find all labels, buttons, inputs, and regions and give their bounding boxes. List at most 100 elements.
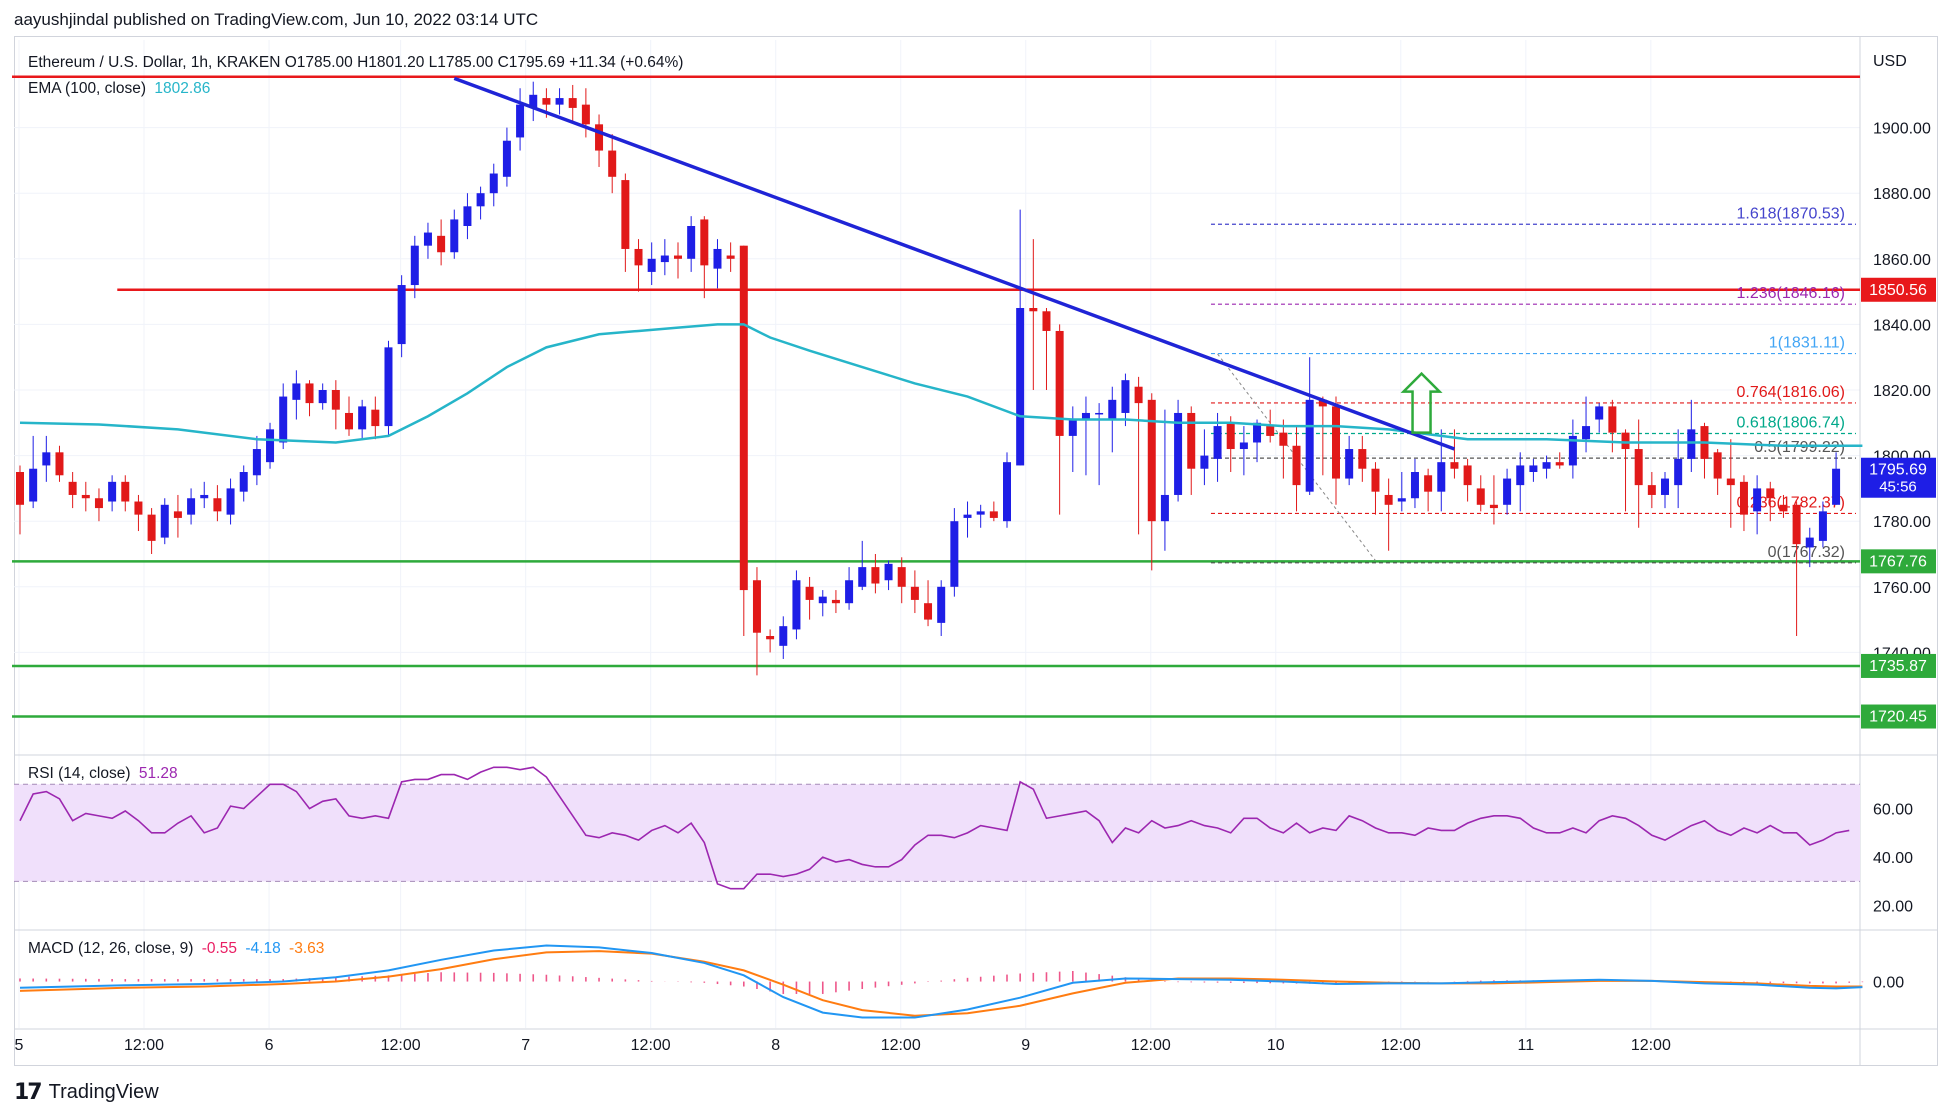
candle-body-down xyxy=(134,501,143,515)
candle-body-up xyxy=(529,94,538,108)
candle-body-down xyxy=(55,452,64,476)
candle-body-up xyxy=(937,586,946,623)
candle-body-down xyxy=(81,494,90,499)
tradingview-logo-icon: 17 xyxy=(14,1080,43,1105)
candle-body-down xyxy=(1358,449,1367,469)
candle-body-down xyxy=(213,498,222,512)
fib-level-label: 0.5(1799.22) xyxy=(1754,439,1845,456)
price-tick-label: 1900.00 xyxy=(1873,121,1931,138)
price-tag-box xyxy=(1861,704,1936,729)
candle-body-up xyxy=(463,206,472,226)
candle-body-down xyxy=(989,511,998,518)
price-tick-label: 1880.00 xyxy=(1873,186,1931,203)
fib-level-label: 0.764(1816.06) xyxy=(1736,384,1845,401)
time-tick-label: 10 xyxy=(1267,1037,1285,1054)
candle-body-up xyxy=(160,504,169,538)
candle-body-up xyxy=(1437,462,1446,492)
candle-body-up xyxy=(42,452,51,466)
candle-body-down xyxy=(345,412,353,430)
candle-body-up xyxy=(660,255,669,263)
candle-body-up xyxy=(1818,511,1827,541)
macd-signal-line xyxy=(19,950,1863,1017)
candle-body-up xyxy=(1160,494,1169,522)
macd-hist-value: -0.55 xyxy=(201,940,238,957)
candle-body-up xyxy=(226,488,235,515)
candle-body-down xyxy=(621,180,630,249)
candle-body-down xyxy=(700,219,709,266)
candle-body-down xyxy=(1779,504,1788,512)
rsi-tick-label: 60.00 xyxy=(1873,802,1913,819)
candle-body-up xyxy=(1108,399,1117,420)
price-tag-label: 1795.69 xyxy=(1869,462,1927,479)
candle-body-up xyxy=(963,514,972,518)
fibonacci-levels: 1.618(1870.53) 1.236(1846.16) 1(1831.11) 0.… xyxy=(1210,205,1856,564)
candle-body-up xyxy=(1832,468,1841,505)
candle-body-up xyxy=(1410,472,1419,499)
time-tick-label: 12:00 xyxy=(1131,1037,1171,1054)
time-tick-label: 12:00 xyxy=(631,1037,671,1054)
ema-line xyxy=(19,323,1863,448)
price-tag-box xyxy=(1861,457,1936,498)
candle-body-down xyxy=(766,636,775,640)
rsi-tick-label: 40.00 xyxy=(1873,850,1913,867)
candle-body-down xyxy=(331,390,340,410)
candle-body-down xyxy=(1292,445,1301,486)
candle-body-down xyxy=(1608,406,1617,433)
currency-label: USD xyxy=(1873,53,1907,70)
candle-body-up xyxy=(1121,380,1130,413)
macd-tick-label: 0.00 xyxy=(1873,975,1904,992)
candle-body-up xyxy=(884,563,893,581)
candle-body-down xyxy=(1371,468,1380,492)
ema-value: 1802.86 xyxy=(154,80,211,97)
symbol-legend: Ethereum / U.S. Dollar, 1h, KRAKEN O1785… xyxy=(28,54,683,72)
countdown-label: 45:56 xyxy=(1879,479,1917,496)
candle-body-up xyxy=(1213,426,1222,459)
candle-body-up xyxy=(858,567,867,587)
candle-body-up xyxy=(410,245,419,286)
candle-body-up xyxy=(200,494,209,499)
candle-body-up xyxy=(845,580,854,604)
price-tag-box xyxy=(1861,277,1936,302)
candle-body-down xyxy=(924,603,933,620)
horizontal-levels xyxy=(12,75,1860,718)
time-tick-label: 8 xyxy=(771,1037,780,1054)
candle-body-up xyxy=(1687,429,1696,459)
candle-body-up xyxy=(713,248,722,269)
macd-line-value: -4.18 xyxy=(245,940,281,957)
candle-body-up xyxy=(1200,455,1209,469)
fib-level-label: 0(1767.32) xyxy=(1768,544,1845,561)
candle-body-up xyxy=(108,481,117,502)
candle-body-down xyxy=(1279,432,1288,446)
rsi-line xyxy=(19,766,1850,890)
rsi-tick-label: 20.00 xyxy=(1873,899,1913,916)
candle-body-down xyxy=(542,98,551,105)
candle-body-up xyxy=(279,396,288,443)
time-tick-label: 9 xyxy=(1021,1037,1030,1054)
candle-body-up xyxy=(1016,308,1025,466)
candle-body-down xyxy=(1055,330,1064,436)
candle-body-up xyxy=(397,285,406,345)
candle-body-down xyxy=(674,255,682,259)
candle-body-up xyxy=(318,390,327,404)
candle-body-down xyxy=(94,498,103,509)
candle-body-down xyxy=(608,150,617,177)
price-tick-label: 1820.00 xyxy=(1873,383,1931,400)
candle-body-down xyxy=(1424,475,1433,492)
candle-body-down xyxy=(16,472,24,505)
candle-body-up xyxy=(647,258,656,272)
candle-body-up xyxy=(976,511,985,515)
candle-body-up xyxy=(1095,412,1104,415)
candle-body-down xyxy=(1318,399,1327,407)
candle-body-down xyxy=(739,245,748,591)
candle-body-down xyxy=(1042,311,1051,331)
price-tick-label: 1760.00 xyxy=(1873,580,1931,597)
candle-body-up xyxy=(1305,399,1314,492)
candle-body-down xyxy=(1766,488,1775,499)
macd-signal-value: -3.63 xyxy=(289,940,325,957)
candle-body-down xyxy=(1029,308,1038,312)
price-tag-label: 1735.87 xyxy=(1869,658,1927,675)
ema-label: EMA (100, close) xyxy=(28,80,147,97)
trendline-layer xyxy=(453,76,1456,451)
